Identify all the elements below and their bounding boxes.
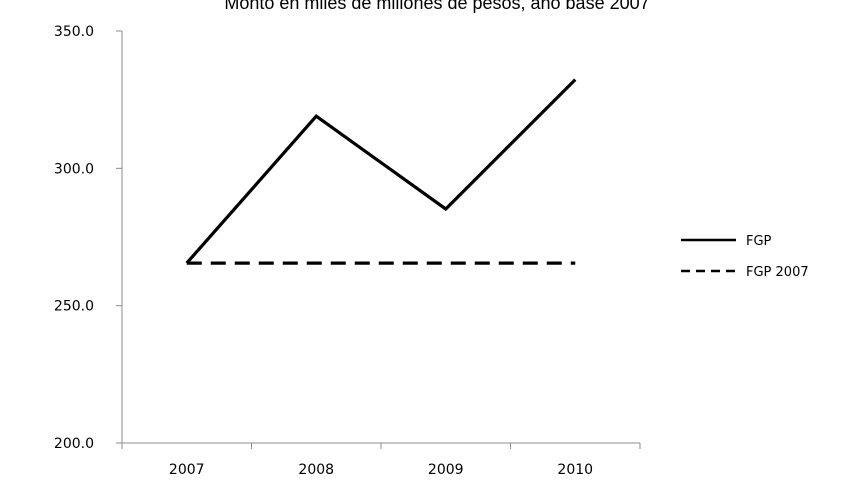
legend-label: FGP <box>746 234 772 249</box>
legend: FGP FGP 2007 <box>681 234 809 280</box>
y-tick-label: 250.0 <box>54 299 94 315</box>
x-tick-label: 2007 <box>169 462 205 478</box>
series-line-fgp <box>185 78 577 265</box>
x-tick-label: 2008 <box>298 462 334 478</box>
x-tick-label: 2009 <box>428 462 464 478</box>
chart-subtitle: Monto en miles de millones de pesos, año… <box>224 0 649 13</box>
x-ticks: 2007 2008 2009 2010 <box>121 443 641 478</box>
y-tick-label: 200.0 <box>54 436 94 452</box>
y-ticks: 200.0 250.0 300.0 350.0 <box>54 24 122 452</box>
series-group <box>185 78 577 265</box>
y-tick-label: 350.0 <box>54 24 94 40</box>
y-tick-label: 300.0 <box>54 161 94 177</box>
legend-label: FGP 2007 <box>746 265 809 280</box>
x-tick-label: 2010 <box>557 462 593 478</box>
